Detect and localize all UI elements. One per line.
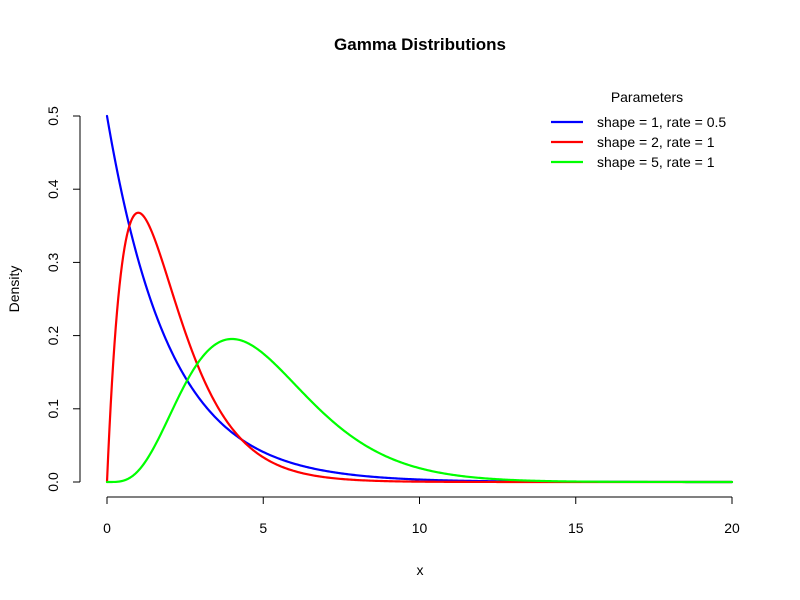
plot-series (105, 114, 734, 484)
legend-label: shape = 5, rate = 1 (597, 154, 715, 170)
legend-label: shape = 2, rate = 1 (597, 134, 715, 150)
x-tick-label: 10 (412, 520, 428, 536)
series-line (105, 337, 734, 484)
x-tick-label: 15 (568, 520, 584, 536)
x-tick-label: 5 (259, 520, 267, 536)
x-axis-label: x (417, 562, 424, 578)
series-line (105, 114, 734, 484)
x-axis: 0 5 10 15 20 (103, 496, 740, 536)
x-tick-label: 20 (724, 520, 740, 536)
y-tick-label: 0.1 (45, 399, 61, 419)
y-tick-label: 0.5 (45, 106, 61, 126)
chart-title: Gamma Distributions (334, 35, 506, 54)
y-axis-label: Density (6, 266, 22, 313)
x-tick-label: 0 (103, 520, 111, 536)
y-tick-label: 0.0 (45, 472, 61, 492)
y-axis: 0.0 0.1 0.2 0.3 0.4 0.5 (45, 106, 81, 492)
y-tick-label: 0.2 (45, 326, 61, 346)
series-line (105, 211, 734, 484)
legend-label: shape = 1, rate = 0.5 (597, 114, 726, 130)
y-tick-label: 0.4 (45, 179, 61, 199)
legend-title: Parameters (611, 89, 683, 105)
y-tick-label: 0.3 (45, 252, 61, 272)
legend-items: shape = 1, rate = 0.5 shape = 2, rate = 1… (551, 114, 726, 170)
